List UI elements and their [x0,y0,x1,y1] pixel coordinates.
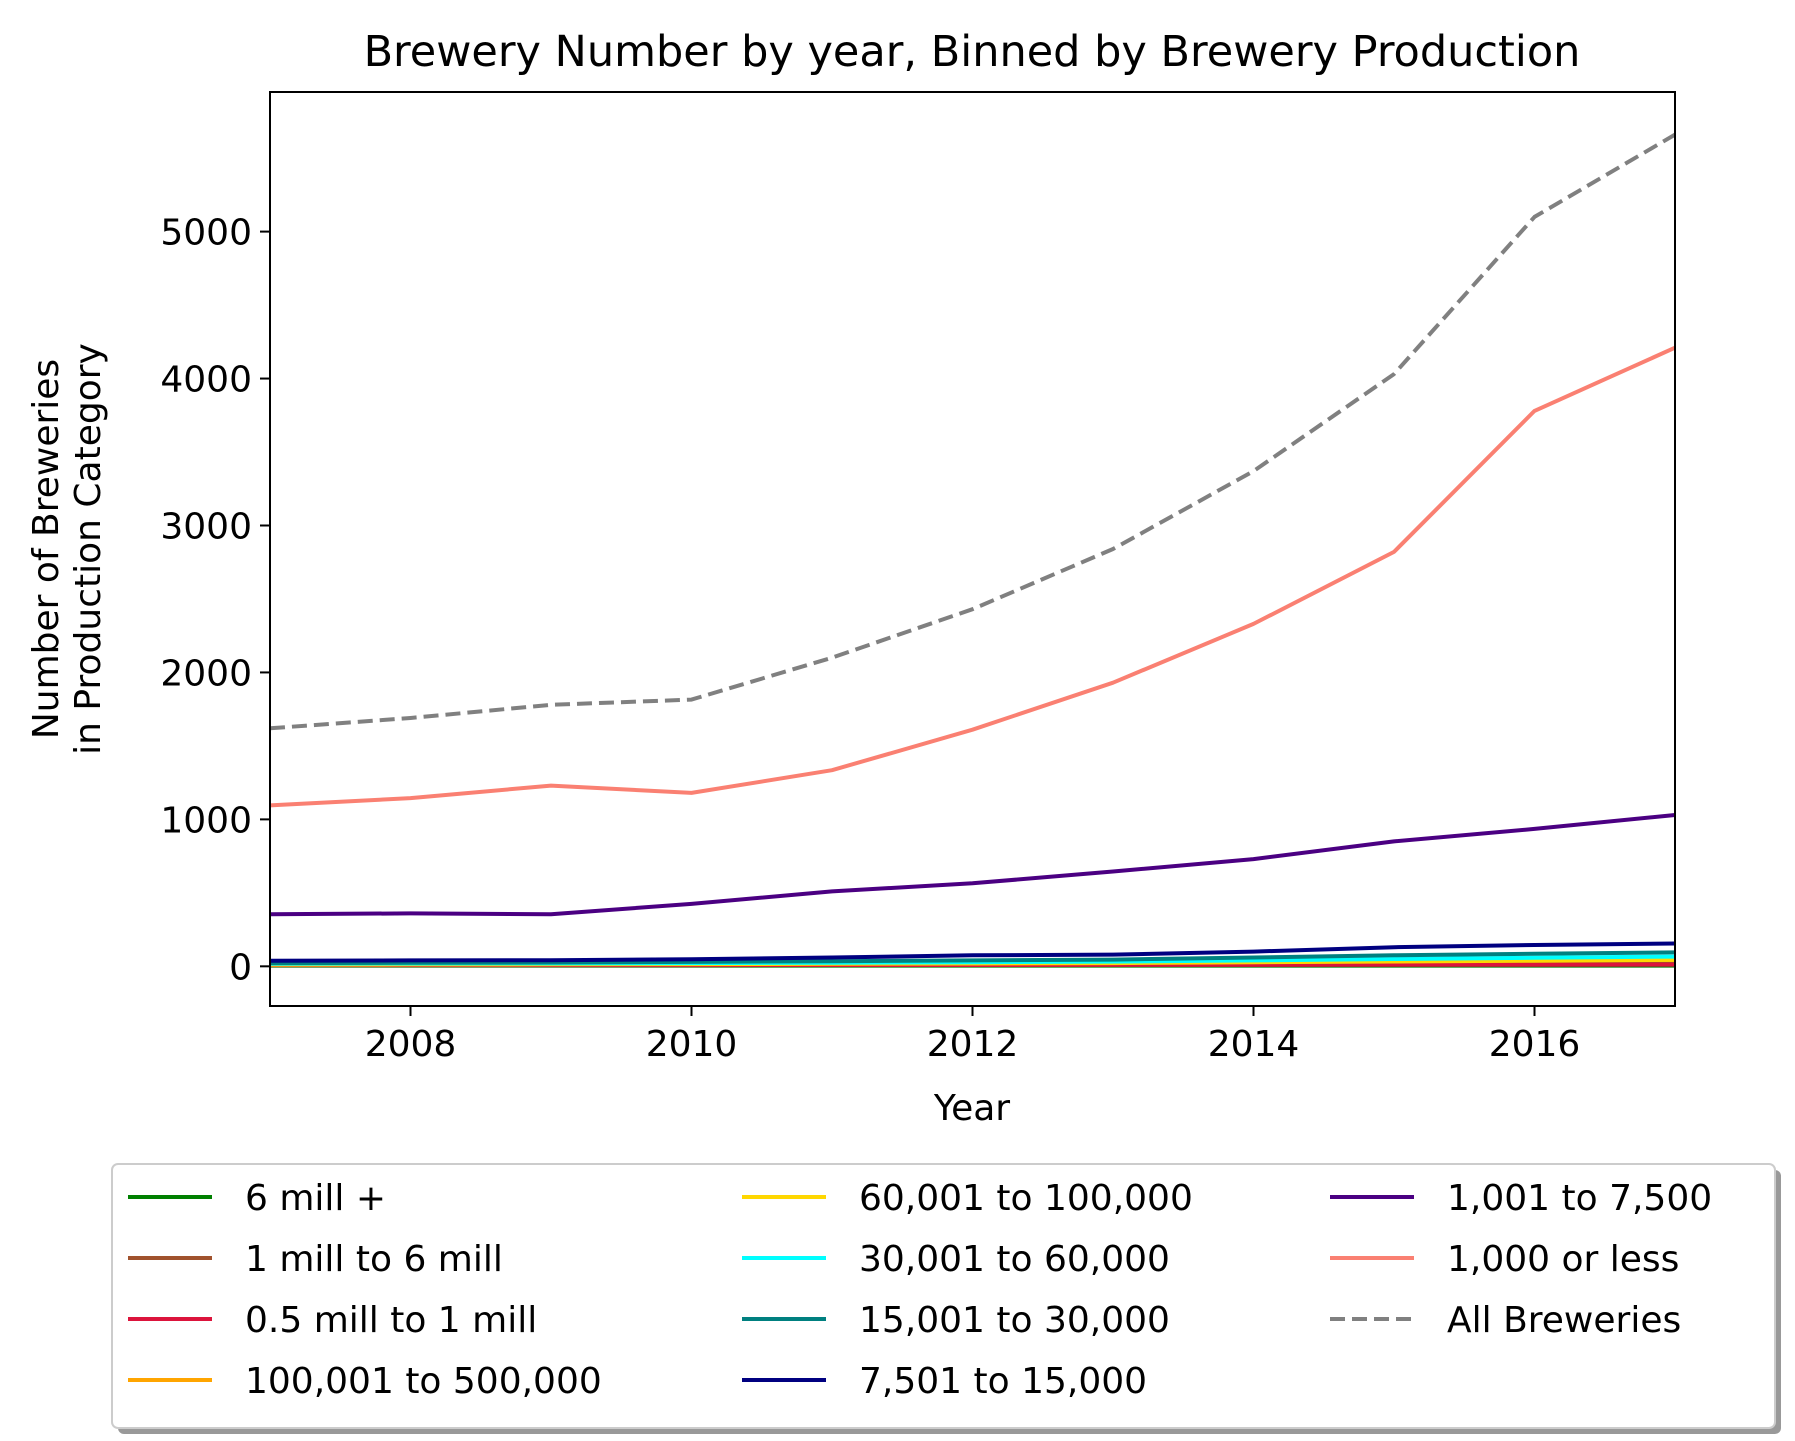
series-line-10 [269,132,1677,731]
x-axis-ticks: 2008 2010 2012 2014 2016 [365,1006,1581,1065]
legend-label-9: 1,000 or less [1447,1239,1679,1280]
legend-label-1: 1 mill to 6 mill [245,1239,503,1280]
legend-label-3: 100,001 to 500,000 [245,1361,602,1402]
x-tick-label-1: 2010 [646,1024,738,1065]
x-tick-label-4: 2016 [1489,1024,1581,1065]
legend-entries: 6 mill + 1 mill to 6 mill 0.5 mill to 1 mi… [128,1178,1712,1402]
series-layer [269,132,1677,968]
legend-label-7: 7,501 to 15,000 [859,1361,1147,1402]
x-tick-label-3: 2014 [1208,1024,1300,1065]
y-tick-label-5: 5000 [160,213,252,254]
chart-title: Brewery Number by year, Binned by Brewer… [364,27,1581,77]
legend-label-2: 0.5 mill to 1 mill [245,1300,537,1341]
y-axis-ticks: 0 1000 2000 3000 4000 5000 [160,213,270,988]
legend-label-4: 60,001 to 100,000 [859,1178,1193,1219]
series-line-9 [269,345,1676,808]
legend-label-10: All Breweries [1447,1300,1681,1341]
y-tick-label-2: 2000 [160,653,252,694]
legend-label-6: 15,001 to 30,000 [859,1300,1170,1341]
legend-box [111,1163,1776,1429]
y-tick-label-3: 3000 [160,506,252,547]
y-axis-label-line-2: in Production Category [68,343,109,755]
legend: 6 mill + 1 mill to 6 mill 0.5 mill to 1 mi… [111,1163,1781,1434]
y-axis-label: Number of Breweries in Production Catego… [26,343,109,755]
y-axis-label-line-1: Number of Breweries [26,359,67,739]
series-line-7 [269,941,1676,963]
x-tick-label-2: 2012 [927,1024,1019,1065]
legend-label-0: 6 mill + [245,1178,386,1219]
series-line-8 [269,813,1676,917]
x-axis-label: Year [933,1088,1010,1129]
y-tick-label-1: 1000 [160,800,252,841]
legend-label-5: 30,001 to 60,000 [859,1239,1170,1280]
legend-label-8: 1,001 to 7,500 [1447,1178,1712,1219]
series-line-6 [269,950,1676,966]
y-tick-label-4: 4000 [160,360,252,401]
x-tick-label-0: 2008 [365,1024,457,1065]
y-tick-label-0: 0 [229,947,252,988]
